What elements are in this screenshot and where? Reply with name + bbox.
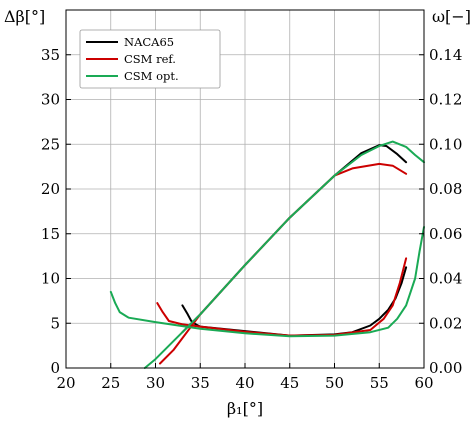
x-tick-label: 45 bbox=[280, 374, 299, 392]
legend-label: CSM ref. bbox=[124, 52, 176, 66]
y-left-tick-label: 30 bbox=[41, 91, 60, 109]
y-left-tick-labels: 0 5 10 15 20 25 30 35 bbox=[41, 46, 60, 377]
legend-label: NACA65 bbox=[124, 35, 174, 49]
y-right-tick-label: 0.14 bbox=[429, 46, 462, 64]
x-tick-labels: 20 25 30 35 40 45 50 55 60 bbox=[56, 374, 433, 392]
legend: NACA65 CSM ref. CSM opt. bbox=[79, 29, 221, 89]
y-left-tick-label: 10 bbox=[41, 270, 60, 288]
y-right-tick-label: 0.10 bbox=[429, 135, 462, 153]
series-lines bbox=[109, 140, 425, 369]
legend-box bbox=[79, 29, 221, 89]
y-right-tick-label: 0.12 bbox=[429, 91, 462, 109]
y-right-tick-label: 0.06 bbox=[429, 225, 462, 243]
y-left-tick-label: 15 bbox=[41, 225, 60, 243]
series-naca65-deflection-line bbox=[181, 144, 408, 334]
y-right-tick-label: 0.02 bbox=[429, 314, 462, 332]
y-left-tick-label: 25 bbox=[41, 135, 60, 153]
series-csm-opt-loss-line bbox=[109, 226, 425, 338]
series-csm-ref-deflection-line bbox=[159, 162, 408, 365]
y-left-tick-label: 5 bbox=[50, 314, 60, 332]
x-tick-label: 60 bbox=[414, 374, 433, 392]
y-right-tick-label: 0.04 bbox=[429, 270, 462, 288]
y-left-tick-label: 0 bbox=[50, 359, 60, 377]
y-right-axis-title: ω[−] bbox=[432, 7, 471, 26]
x-tick-label: 20 bbox=[56, 374, 75, 392]
legend-label: CSM opt. bbox=[124, 69, 179, 83]
y-left-axis-title: Δβ[°] bbox=[4, 7, 45, 26]
ticks bbox=[65, 54, 425, 369]
x-tick-label: 25 bbox=[101, 374, 120, 392]
grid bbox=[65, 10, 425, 369]
x-tick-label: 40 bbox=[235, 374, 254, 392]
x-tick-label: 55 bbox=[370, 374, 389, 392]
y-right-tick-labels: 0.00 0.02 0.04 0.06 0.08 0.10 0.12 0.14 bbox=[429, 46, 462, 377]
series-csm-opt-deflection-line bbox=[143, 140, 425, 369]
y-left-tick-label: 35 bbox=[41, 46, 60, 64]
x-tick-label: 50 bbox=[325, 374, 344, 392]
y-right-tick-label: 0.00 bbox=[429, 359, 462, 377]
x-tick-label: 30 bbox=[146, 374, 165, 392]
x-axis-title: β₁[°] bbox=[227, 399, 263, 418]
x-tick-label: 35 bbox=[191, 374, 210, 392]
y-right-tick-label: 0.08 bbox=[429, 180, 462, 198]
series-naca65-loss-line bbox=[181, 266, 408, 337]
y-left-tick-label: 20 bbox=[41, 180, 60, 198]
